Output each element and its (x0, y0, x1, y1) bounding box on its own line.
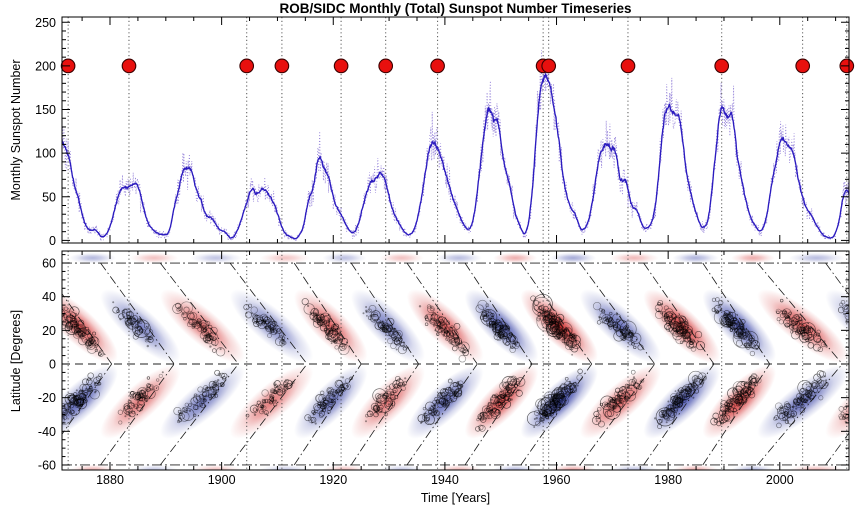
polar-field-strip (69, 464, 117, 470)
top-y-axis-label: Monthly Sunspot Number (9, 59, 23, 201)
cycle-marker-dot (333, 58, 349, 74)
x-tick-label: 1980 (654, 473, 682, 487)
butterfly-band (293, 289, 368, 363)
bottom-y-tick-label: -60 (38, 458, 56, 472)
x-axis-label: Time [Years] (420, 491, 491, 505)
polar-field-strip (259, 464, 311, 470)
top-y-tick-label: 200 (35, 59, 56, 73)
polar-field-strip (190, 464, 242, 470)
polar-field-strip (69, 252, 117, 264)
polar-field-strip (672, 464, 719, 470)
cycle-marker-dots (60, 58, 855, 74)
x-tick-label: 1960 (543, 473, 571, 487)
bottom-y-tick-label: 40 (42, 290, 56, 304)
bottom-y-tick-label: 20 (42, 324, 56, 338)
x-tick-label: 1880 (96, 473, 124, 487)
bottom-panel-box (61, 250, 850, 471)
polar-field-strip (379, 252, 424, 264)
polar-field-strip (322, 252, 367, 264)
polar-field-strip (379, 464, 424, 470)
polar-field-strip (259, 252, 311, 264)
bottom-y-tick-label: 60 (42, 257, 56, 271)
butterfly-panel (62, 251, 868, 476)
top-y-tick-label: 150 (35, 103, 56, 117)
top-y-tick-label: 50 (42, 190, 56, 204)
cycle-marker-dot (239, 58, 255, 74)
butterfly-band (406, 289, 484, 364)
polar-field-strip (788, 252, 845, 264)
polar-field-strip (435, 464, 483, 470)
top-y-tick-label: 100 (35, 147, 56, 161)
sunspot-timeseries-panel (62, 17, 849, 243)
polar-field-strip (549, 252, 597, 264)
polar-field-strip (855, 465, 868, 476)
polar-field-strip (672, 252, 719, 264)
sunspot-group-circles (62, 293, 849, 432)
butterfly-band (293, 365, 368, 439)
top-y-tick-label: 0 (49, 234, 56, 248)
x-tick-label: 1940 (431, 473, 459, 487)
cycle-marker-dot (378, 58, 394, 74)
axes (61, 16, 850, 471)
butterfly-band (350, 365, 425, 439)
cycle-marker-dot (121, 58, 137, 74)
butterfly-band (825, 364, 849, 439)
cycle-marker-dot (430, 58, 445, 74)
cycle-marker-dot (620, 58, 636, 74)
bottom-y-axis-label: Latitude [Degrees] (9, 309, 23, 413)
bottom-y-tick-label: -40 (38, 425, 56, 439)
x-tick-label: 1920 (319, 473, 347, 487)
top-panel-box (61, 16, 850, 244)
polar-field-strip (730, 464, 776, 470)
cycle-marker-dot (541, 58, 557, 74)
polar-field-strip (190, 252, 242, 264)
polar-field-strip (855, 252, 868, 263)
cycle-drift-lines (62, 262, 849, 466)
x-tick-label: 2000 (766, 473, 794, 487)
polar-field-strip (730, 252, 776, 264)
butterfly-band (62, 289, 118, 363)
marker-lines-bottom (67, 251, 848, 470)
polar-field-strip (129, 252, 179, 264)
x-tick-label: 1900 (208, 473, 236, 487)
bottom-y-tick-label: 0 (49, 358, 56, 372)
figure-title: ROB/SIDC Monthly (Total) Sunspot Number … (279, 1, 632, 16)
butterfly-band (825, 289, 849, 364)
cycle-marker-dot (795, 58, 811, 74)
polar-field-strip (435, 252, 483, 264)
polar-field-strip (609, 252, 659, 264)
smoothed-series-path (62, 72, 849, 240)
monthly-series-path (62, 50, 849, 242)
cycle-marker-dot (714, 58, 730, 74)
bottom-y-tick-label: -20 (38, 391, 56, 405)
polar-field-strip (609, 464, 659, 470)
cycle-marker-dot (274, 58, 290, 74)
polar-field-strip (493, 252, 538, 264)
polar-field-strip (493, 464, 538, 470)
top-y-tick-label: 250 (35, 16, 56, 30)
